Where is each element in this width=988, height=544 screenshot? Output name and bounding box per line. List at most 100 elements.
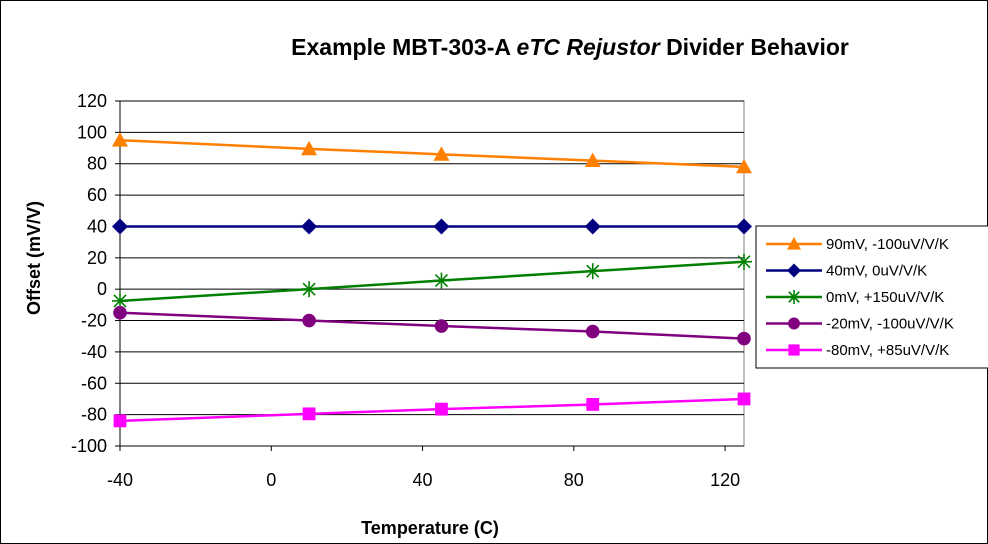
y-tick-label: 120 bbox=[77, 91, 107, 111]
square-marker bbox=[435, 402, 448, 416]
data-point bbox=[736, 218, 752, 235]
data-point bbox=[301, 281, 318, 298]
triangle-marker bbox=[301, 140, 318, 156]
legend-label: -80mV, +85uV/V/K bbox=[826, 342, 949, 359]
asterisk-stroke bbox=[788, 291, 800, 303]
triangle-marker bbox=[736, 158, 752, 174]
data-point bbox=[433, 218, 450, 235]
data-point bbox=[433, 146, 450, 161]
circle-marker bbox=[737, 331, 751, 346]
asterisk-stroke bbox=[302, 282, 316, 296]
x-tick-label: 40 bbox=[413, 470, 433, 490]
legend-label: 90mV, -100uV/V/K bbox=[826, 236, 949, 253]
y-tick-label: 20 bbox=[87, 248, 107, 268]
y-tick-label: -60 bbox=[81, 373, 107, 393]
data-point bbox=[113, 414, 127, 428]
legend-entry: 0mV, +150uV/V/K bbox=[766, 289, 944, 306]
title-part-3: Divider Behavior bbox=[666, 34, 849, 60]
circle-marker bbox=[788, 317, 800, 330]
x-tick-label: 120 bbox=[710, 470, 740, 490]
data-point bbox=[113, 305, 127, 320]
data-point bbox=[585, 324, 600, 339]
data-point bbox=[787, 263, 801, 278]
y-tick-label: 40 bbox=[87, 216, 107, 236]
diamond-marker bbox=[787, 263, 801, 278]
y-tick-label: -20 bbox=[81, 311, 107, 331]
data-point bbox=[112, 132, 128, 147]
square-marker bbox=[302, 407, 316, 421]
legend: 90mV, -100uV/V/K 40mV, 0uV/V/K 0mV, +150uV… bbox=[755, 225, 988, 369]
series-3 bbox=[112, 253, 752, 309]
title-part-1: Example MBT-303-A bbox=[291, 34, 510, 60]
square-marker bbox=[113, 414, 127, 428]
x-tick-label: -40 bbox=[107, 470, 133, 490]
data-point bbox=[584, 263, 601, 280]
asterisk-stroke bbox=[113, 294, 127, 308]
y-tick-label: -80 bbox=[81, 405, 107, 425]
y-axis-title: Offset (mV/V) bbox=[24, 201, 44, 315]
data-point bbox=[584, 218, 601, 235]
legend-label: 40mV, 0uV/V/K bbox=[826, 263, 927, 280]
data-point bbox=[788, 317, 800, 330]
square-marker bbox=[788, 344, 800, 356]
series-4 bbox=[113, 305, 751, 346]
data-point bbox=[112, 218, 128, 235]
data-point bbox=[787, 237, 801, 250]
x-tick-label: 80 bbox=[564, 470, 584, 490]
chart-title: Example MBT-303-A eTC Rejustor Divider B… bbox=[291, 34, 849, 60]
data-point bbox=[302, 407, 316, 421]
diamond-marker bbox=[584, 218, 601, 235]
square-marker bbox=[586, 398, 600, 411]
asterisk-stroke bbox=[737, 255, 751, 269]
data-point bbox=[736, 158, 752, 174]
data-point bbox=[302, 313, 316, 328]
x-axis-title: Temperature (C) bbox=[361, 518, 499, 538]
legend-entry: 40mV, 0uV/V/K bbox=[766, 263, 927, 280]
x-tick-label: 0 bbox=[266, 470, 276, 490]
data-point bbox=[433, 272, 450, 289]
y-tick-label: -40 bbox=[81, 342, 107, 362]
triangle-marker bbox=[787, 237, 801, 250]
title-part-2: eTC Rejustor bbox=[517, 34, 661, 60]
diamond-marker bbox=[112, 218, 128, 235]
y-tick-label: 60 bbox=[87, 185, 107, 205]
plot-background bbox=[119, 100, 745, 447]
series-2 bbox=[112, 218, 752, 235]
legend-entry: 90mV, -100uV/V/K bbox=[766, 236, 949, 253]
series-1 bbox=[112, 132, 752, 174]
data-point bbox=[788, 344, 800, 356]
triangle-marker bbox=[433, 146, 450, 161]
y-tick-label: 80 bbox=[87, 154, 107, 174]
data-point bbox=[787, 290, 801, 304]
legend-label: -20mV, -100uV/V/K bbox=[826, 316, 954, 333]
legend-entry: -20mV, -100uV/V/K bbox=[766, 316, 954, 333]
diamond-marker bbox=[736, 218, 752, 235]
legend-label: 0mV, +150uV/V/K bbox=[826, 289, 944, 306]
data-point bbox=[301, 218, 318, 235]
data-point bbox=[586, 398, 600, 411]
circle-marker bbox=[113, 305, 127, 320]
circle-marker bbox=[585, 324, 600, 339]
square-marker bbox=[737, 392, 751, 406]
asterisk-stroke bbox=[434, 273, 449, 288]
series-5 bbox=[113, 392, 751, 428]
circle-marker bbox=[434, 319, 449, 333]
data-point bbox=[434, 319, 449, 333]
asterisk-stroke bbox=[586, 264, 600, 278]
data-point bbox=[584, 152, 601, 167]
diamond-marker bbox=[301, 218, 318, 235]
y-tick-label: -100 bbox=[71, 436, 107, 456]
triangle-marker bbox=[584, 152, 601, 167]
circle-marker bbox=[302, 313, 316, 328]
y-tick-label: 0 bbox=[97, 279, 107, 299]
triangle-marker bbox=[112, 132, 128, 147]
legend-entry: -80mV, +85uV/V/K bbox=[766, 342, 949, 359]
data-point bbox=[435, 402, 448, 416]
y-tick-label: 100 bbox=[77, 122, 107, 142]
data-point bbox=[301, 140, 318, 156]
data-point bbox=[737, 392, 751, 406]
data-point bbox=[737, 331, 751, 346]
